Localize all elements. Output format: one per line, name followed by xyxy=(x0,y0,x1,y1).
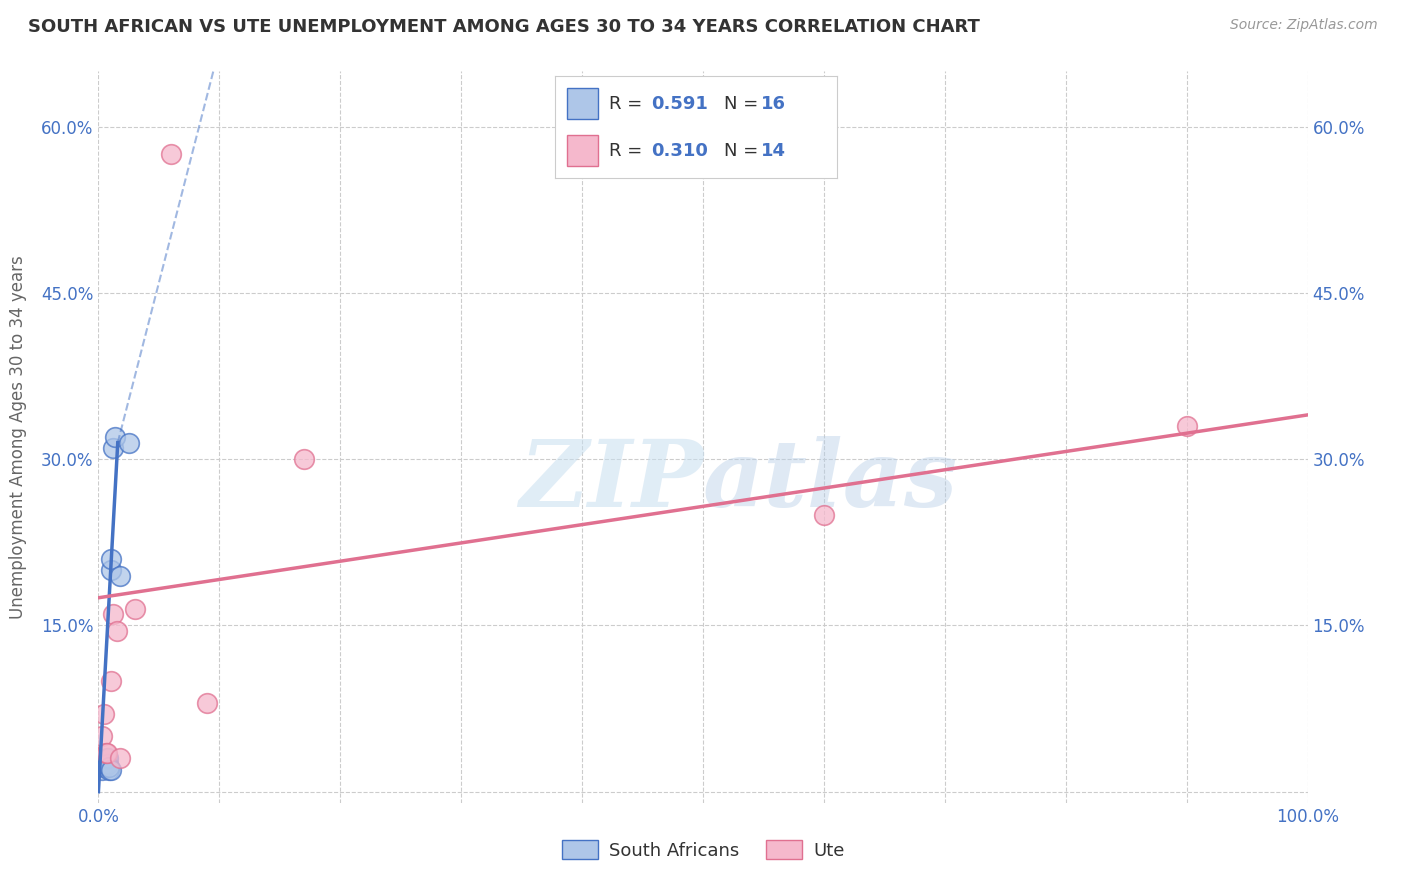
Legend: South Africans, Ute: South Africans, Ute xyxy=(554,833,852,867)
Text: 16: 16 xyxy=(761,95,786,112)
Text: R =: R = xyxy=(609,142,648,160)
Point xyxy=(108,751,131,765)
Y-axis label: Unemployment Among Ages 30 to 34 years: Unemployment Among Ages 30 to 34 years xyxy=(10,255,27,619)
Text: atlas: atlas xyxy=(703,436,959,526)
Point xyxy=(813,508,835,522)
Point xyxy=(195,696,218,710)
Text: 0.591: 0.591 xyxy=(651,95,707,112)
Point xyxy=(96,746,118,760)
Text: ZIP: ZIP xyxy=(519,436,703,526)
Text: R =: R = xyxy=(609,95,648,112)
Point xyxy=(91,763,114,777)
Text: 0.310: 0.310 xyxy=(651,142,707,160)
Point xyxy=(98,763,121,777)
Point xyxy=(101,441,124,455)
Text: SOUTH AFRICAN VS UTE UNEMPLOYMENT AMONG AGES 30 TO 34 YEARS CORRELATION CHART: SOUTH AFRICAN VS UTE UNEMPLOYMENT AMONG … xyxy=(28,18,980,36)
Point xyxy=(100,563,122,577)
Point xyxy=(101,607,124,622)
Point xyxy=(100,673,122,688)
Point xyxy=(124,602,146,616)
Point xyxy=(97,757,120,772)
Text: 14: 14 xyxy=(761,142,786,160)
Text: Source: ZipAtlas.com: Source: ZipAtlas.com xyxy=(1230,18,1378,32)
Text: N =: N = xyxy=(724,142,763,160)
Point xyxy=(94,746,117,760)
Point xyxy=(160,147,183,161)
Point xyxy=(97,751,120,765)
Point xyxy=(93,760,115,774)
Point xyxy=(96,757,118,772)
FancyBboxPatch shape xyxy=(567,88,598,119)
Point xyxy=(93,707,115,722)
Point xyxy=(100,552,122,566)
Text: N =: N = xyxy=(724,95,763,112)
Point xyxy=(96,751,118,765)
Point xyxy=(105,624,128,638)
Point xyxy=(292,452,315,467)
Point xyxy=(98,760,121,774)
FancyBboxPatch shape xyxy=(567,136,598,166)
Point xyxy=(94,757,117,772)
Point xyxy=(1175,419,1198,434)
Point xyxy=(108,568,131,582)
Point xyxy=(118,435,141,450)
Point xyxy=(104,430,127,444)
Point xyxy=(100,763,122,777)
Point xyxy=(91,729,114,743)
